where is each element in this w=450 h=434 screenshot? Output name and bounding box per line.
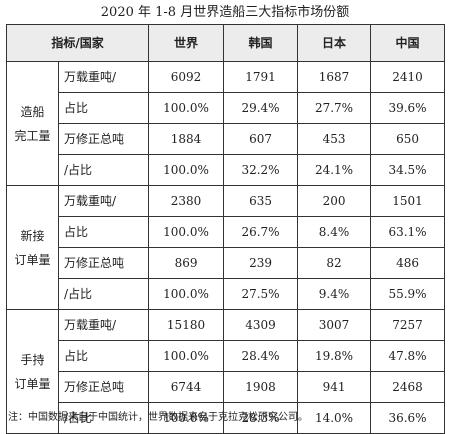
header-china: 中国: [370, 24, 446, 62]
share-cell: 55.9%: [370, 278, 446, 310]
metric-label: 万载重吨/: [57, 185, 150, 217]
metric-label: 万修正总吨: [57, 371, 150, 403]
header-row: 指标/国家 世界 韩国 日本 中国: [5, 24, 446, 62]
share-cell: 19.8%: [297, 340, 372, 372]
value-cell: 6092: [148, 61, 225, 93]
value-cell: 15180: [148, 309, 225, 341]
share-cell: 100.0%: [148, 92, 225, 124]
category-label: 订单量: [14, 376, 51, 391]
share-cell: 14.0%: [297, 402, 372, 434]
table-title: 2020 年 1-8 月世界造船三大指标市场份额: [100, 5, 350, 20]
share-cell: 100.0%: [148, 216, 225, 248]
value-cell: 635: [223, 185, 299, 217]
table-row: 新接 订单量 万载重吨/2380 635 200 1501: [6, 185, 446, 310]
value-cell: 2468: [370, 371, 446, 403]
value-cell: 607: [223, 123, 299, 155]
metric-sublabel: 占比: [57, 340, 150, 372]
value-cell: 2380: [148, 185, 225, 217]
metric-label: 万修正总吨: [57, 123, 150, 155]
value-cell: 1501: [370, 185, 446, 217]
table-row: /占比 100.0% 32.2% 24.1% 34.5%: [7, 154, 446, 186]
table-row: 万修正总吨 869 239 82 486: [7, 247, 446, 279]
category-label: 造船: [20, 104, 45, 119]
table-row: 占比 100.0% 26.7% 8.4% 63.1%: [7, 216, 446, 248]
table-row: 占比 100.0% 29.4% 27.7% 39.6%: [7, 92, 446, 124]
share-cell: 100.0%: [148, 340, 225, 372]
table-row: /占比 100.0% 27.5% 9.4% 55.9%: [7, 278, 446, 310]
share-cell: 36.6%: [370, 402, 446, 434]
table-row: 万修正总吨 6744 1908 941 2468: [7, 371, 446, 403]
value-cell: 1687: [297, 61, 372, 93]
share-cell: 8.4%: [297, 216, 372, 248]
header-world: 世界: [148, 24, 225, 62]
share-cell: 63.1%: [370, 216, 446, 248]
value-cell: 650: [370, 123, 446, 155]
share-cell: 100.0%: [148, 154, 225, 186]
share-cell: 100.0%: [148, 278, 225, 310]
share-cell: 32.2%: [223, 154, 299, 186]
value-cell: 2410: [370, 61, 446, 93]
metric-label: 万修正总吨: [57, 247, 150, 279]
value-cell: 6744: [148, 371, 225, 403]
category-cell: 新接 订单量: [6, 185, 59, 310]
header-corner: 指标/国家: [5, 24, 150, 62]
table-row: /占比 100.0% 28.3% 14.0% 36.6%: [7, 402, 446, 434]
value-cell: 239: [223, 247, 299, 279]
metric-label: 万载重吨/: [57, 309, 150, 341]
share-cell: 26.7%: [223, 216, 299, 248]
value-cell: 200: [297, 185, 372, 217]
table-row: 占比 100.0% 28.4% 19.8% 47.8%: [7, 340, 446, 372]
metric-sublabel: /占比: [57, 402, 150, 434]
value-cell: 1908: [223, 371, 299, 403]
share-cell: 29.4%: [223, 92, 299, 124]
share-cell: 39.6%: [370, 92, 446, 124]
category-label: 新接: [20, 228, 45, 243]
share-cell: 27.5%: [223, 278, 299, 310]
share-cell: 34.5%: [370, 154, 446, 186]
header-japan: 日本: [297, 24, 372, 62]
share-cell: 28.3%: [223, 402, 299, 434]
table-row: 造船 完工量 万载重吨/6092 1791 1687 2410: [6, 61, 446, 186]
value-cell: 453: [297, 123, 372, 155]
category-cell: 造船 完工量: [6, 61, 59, 186]
share-cell: 24.1%: [297, 154, 372, 186]
metric-sublabel: /占比: [57, 278, 150, 310]
value-cell: 486: [370, 247, 446, 279]
value-cell: 1791: [223, 61, 299, 93]
source-note: 注：中国数据来自于中国统计，世界数据来自于克拉克松研究公司。: [8, 412, 308, 423]
value-cell: 1884: [148, 123, 225, 155]
table-row: 万修正总吨 1884 607 453 650: [7, 123, 446, 155]
table-row: 手持 订单量 万载重吨/15180 4309 3007 7257: [6, 309, 446, 434]
share-cell: 28.4%: [223, 340, 299, 372]
metric-sublabel: 占比: [57, 216, 150, 248]
category-label: 手持: [20, 352, 45, 367]
market-share-table: 指标/国家 世界 韩国 日本 中国 造船 完工量 万载重吨/6092 1791 1687…: [5, 24, 446, 434]
category-label: 完工量: [14, 128, 51, 143]
value-cell: 941: [297, 371, 372, 403]
share-cell: 47.8%: [370, 340, 446, 372]
share-cell: 27.7%: [297, 92, 372, 124]
metric-sublabel: 占比: [57, 92, 150, 124]
value-cell: 869: [148, 247, 225, 279]
metric-sublabel: /占比: [57, 154, 150, 186]
value-cell: 7257: [370, 309, 446, 341]
value-cell: 3007: [297, 309, 372, 341]
category-label: 订单量: [14, 252, 51, 267]
value-cell: 82: [297, 247, 372, 279]
metric-label: 万载重吨/: [57, 61, 150, 93]
header-korea: 韩国: [223, 24, 299, 62]
value-cell: 4309: [223, 309, 299, 341]
share-cell: 9.4%: [297, 278, 372, 310]
category-cell: 手持 订单量: [6, 309, 59, 434]
